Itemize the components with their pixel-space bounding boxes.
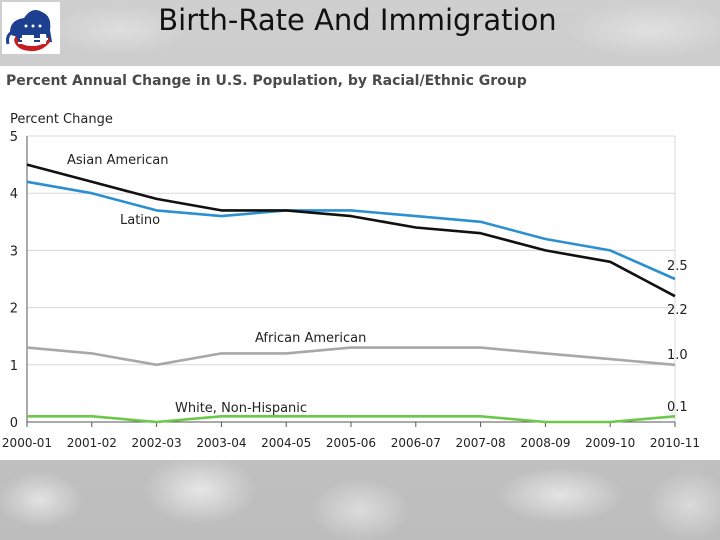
series-name-label: Latino: [120, 213, 160, 228]
x-tick-label: 2004-05: [261, 436, 311, 450]
series-labels: Asian American Latino African American Whit…: [67, 153, 688, 416]
gop-elephant-logo: [2, 2, 60, 54]
y-tick-label: 2: [10, 302, 18, 317]
x-tick-label: 2001-02: [67, 436, 117, 450]
gridlines: [27, 135, 676, 422]
series-lines: [26, 163, 676, 424]
x-tick-label: 2002-03: [132, 436, 182, 450]
series-line-asian-american: [26, 163, 676, 298]
y-axis-label: Percent Change: [10, 112, 113, 127]
x-tick-label: 2009-10: [585, 436, 635, 450]
x-tick-label: 2005-06: [326, 436, 376, 450]
series-end-value-label: 2.5: [667, 259, 688, 274]
x-tick-label: 2010-11: [650, 436, 700, 450]
series-name-label: African American: [255, 331, 366, 346]
y-tick-label: 4: [10, 187, 18, 202]
republican-elephant-logo-icon: [6, 10, 52, 52]
x-tick-label: 2008-09: [520, 436, 570, 450]
x-tick-label: 2007-08: [456, 436, 506, 450]
y-tick-label: 3: [10, 244, 18, 259]
x-tick-label: 2003-04: [196, 436, 246, 450]
series-name-label: Asian American: [67, 153, 168, 168]
x-tick-label: 2000-01: [2, 436, 52, 450]
series-line-latino: [26, 180, 676, 281]
y-tick-label: 0: [10, 416, 18, 431]
line-chart: Percent Annual Change in U.S. Population…: [2, 73, 700, 450]
chart-title: Percent Annual Change in U.S. Population…: [6, 73, 527, 89]
series-name-label: White, Non-Hispanic: [175, 401, 307, 416]
y-tick-label: 5: [10, 130, 18, 145]
slide-title: Birth-Rate And Immigration: [158, 3, 557, 37]
series-end-value-label: 1.0: [667, 348, 688, 363]
series-line-white-non-hispanic: [27, 414, 676, 424]
y-tick-label: 1: [10, 359, 18, 374]
series-end-value-label: 0.1: [667, 400, 688, 415]
series-end-value-label: 2.2: [667, 303, 688, 318]
series-line-african-american: [26, 346, 676, 367]
axes: 0 1 2 3 4 5 2000-01 2001-02 2002-03 2003-04 2004-0…: [2, 130, 700, 450]
chart-panel: Percent Annual Change in U.S. Population…: [0, 66, 720, 460]
x-tick-label: 2006-07: [391, 436, 441, 450]
